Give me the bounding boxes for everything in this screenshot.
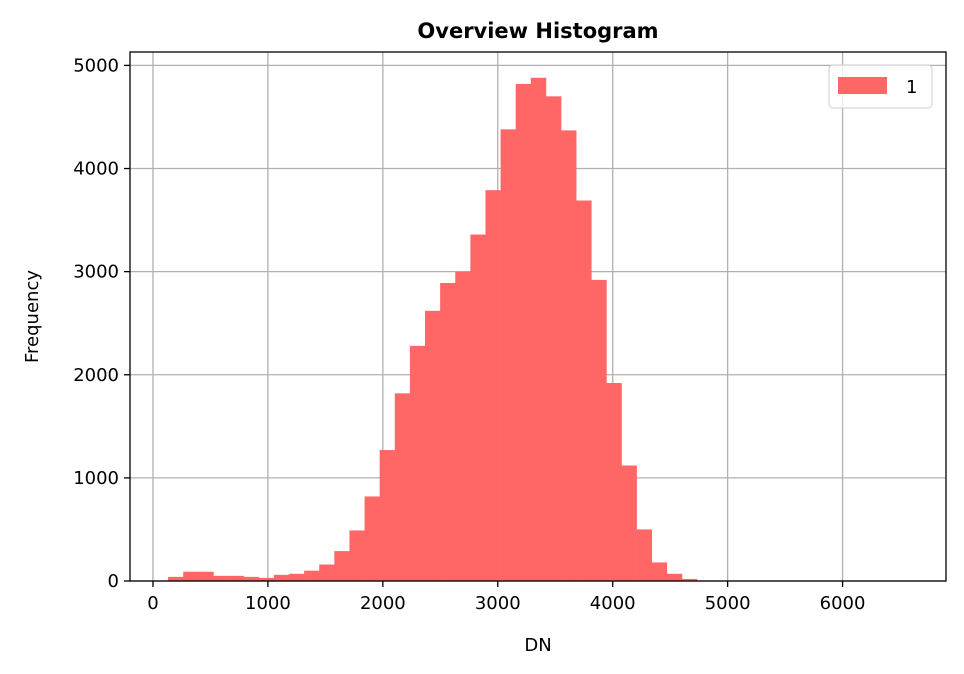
y-tick-label: 5000 (73, 55, 119, 76)
x-tick-label: 4000 (590, 593, 636, 614)
histogram-bar (666, 573, 683, 581)
histogram-bar (591, 279, 607, 581)
histogram-bar (606, 383, 622, 581)
histogram-bar (409, 345, 426, 581)
histogram-bar (636, 529, 653, 581)
histogram-bar (213, 575, 229, 581)
legend-label-series-1: 1 (906, 77, 917, 98)
histogram-bar (425, 310, 441, 581)
legend: 1 (828, 64, 933, 109)
histogram-bar (455, 271, 471, 581)
chart-title: Overview Histogram (417, 19, 658, 43)
histogram-bar (198, 571, 214, 581)
histogram-bar (379, 450, 396, 581)
histogram-bar (394, 393, 411, 581)
x-tick-label: 5000 (705, 593, 751, 614)
histogram-bar (545, 96, 562, 582)
x-tick-label: 3000 (475, 593, 521, 614)
histogram-bar (651, 562, 668, 581)
histogram-bar (576, 200, 592, 582)
histogram-bar (515, 83, 532, 581)
y-tick-label: 1000 (73, 468, 119, 489)
histogram-bar (485, 190, 501, 582)
x-tick-label: 0 (147, 593, 158, 614)
axis-ticks: 0 1000 2000 3000 4000 5000 6000 0 1000 2000 3000 40… (73, 55, 865, 614)
x-tick-label: 1000 (245, 593, 291, 614)
histogram-bar (243, 576, 260, 581)
histogram-bar (334, 551, 350, 581)
histogram-bar (289, 573, 305, 581)
histogram-bar (349, 530, 365, 581)
y-tick-label: 0 (108, 571, 119, 592)
histogram-bar (500, 129, 517, 582)
x-tick-label: 6000 (820, 593, 866, 614)
histogram-bar (621, 465, 637, 581)
histogram-bar (228, 575, 244, 581)
histogram-bar (319, 564, 335, 581)
histogram-bar (183, 571, 199, 581)
plot-frame (129, 51, 947, 582)
histogram-bar (681, 578, 698, 581)
histogram-bar (304, 570, 320, 581)
histogram-bar (470, 234, 486, 582)
histogram-bar (530, 77, 547, 581)
x-tick-label: 2000 (360, 593, 406, 614)
y-axis-title: Frequency (22, 270, 43, 363)
y-tick-label: 2000 (73, 365, 119, 386)
histogram-bars (168, 77, 698, 582)
histogram-bar (440, 282, 456, 581)
x-axis-title: DN (524, 635, 551, 656)
histogram-bar (258, 577, 275, 581)
histogram-bar (168, 576, 184, 581)
y-tick-label: 3000 (73, 262, 119, 283)
histogram-bar (561, 130, 577, 582)
legend-swatch (838, 77, 887, 94)
histogram-bar (364, 496, 380, 581)
y-tick-label: 4000 (73, 159, 119, 180)
histogram-bar (273, 574, 290, 581)
